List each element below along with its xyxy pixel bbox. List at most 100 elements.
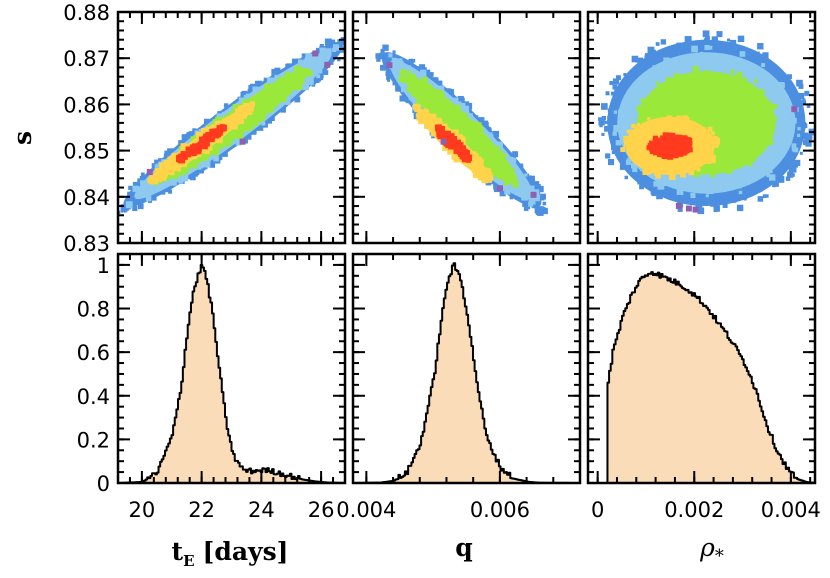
density-edge-marker xyxy=(162,163,168,169)
density-edge-marker xyxy=(147,177,153,184)
density-edge-marker xyxy=(254,80,262,88)
density-edge-marker xyxy=(302,83,310,91)
density-edge-marker xyxy=(411,73,416,79)
density-edge-marker xyxy=(791,151,796,156)
density-edge-marker xyxy=(682,183,687,188)
density-edge-marker xyxy=(730,69,735,74)
density-edge-marker xyxy=(610,91,615,96)
density-edge-marker xyxy=(486,176,493,183)
density-edge-marker xyxy=(692,65,699,73)
density-edge-marker xyxy=(675,117,680,122)
density-edge-marker xyxy=(672,134,676,138)
density-edge-marker xyxy=(274,74,280,81)
density-edge-marker xyxy=(777,175,785,183)
density-edge-marker xyxy=(659,192,664,197)
density-edge-marker xyxy=(425,109,430,113)
density-edge-marker xyxy=(448,88,454,95)
density-edge-marker xyxy=(737,35,745,43)
density-edge-marker xyxy=(247,88,253,95)
density-edge-marker xyxy=(616,75,621,81)
density-edge-marker xyxy=(177,175,184,183)
density-edge-marker xyxy=(645,170,651,175)
density-edge-marker xyxy=(451,97,459,105)
y-tick-label: 0.2 xyxy=(77,428,110,452)
density-edge-marker xyxy=(762,161,769,168)
density-edge-marker xyxy=(477,174,484,181)
density-edge-marker xyxy=(601,115,607,121)
density-edge-marker xyxy=(723,76,728,81)
density-edge-marker xyxy=(637,57,644,64)
x-tick-label: 0.006 xyxy=(470,498,530,522)
density-edge-marker xyxy=(641,162,647,169)
density-edge-marker xyxy=(771,87,776,92)
density-edge-marker xyxy=(228,139,232,143)
density-edge-marker xyxy=(757,43,764,50)
density-edge-marker xyxy=(520,189,526,195)
density-edge-marker xyxy=(773,181,779,187)
density-edge-marker xyxy=(266,77,273,84)
density-edge-marker xyxy=(673,73,681,81)
density-edge-marker xyxy=(203,147,210,154)
density-edge-marker xyxy=(184,169,189,174)
density-edge-marker xyxy=(158,158,163,163)
density-outlier-marker xyxy=(386,62,393,69)
density-edge-marker xyxy=(464,150,470,156)
density-edge-marker xyxy=(661,48,669,56)
density-edge-marker xyxy=(637,179,642,185)
density-edge-marker xyxy=(631,154,635,158)
density-edge-marker xyxy=(392,81,397,86)
density-edge-marker xyxy=(484,126,491,133)
x-axis-label-q: q xyxy=(455,533,472,562)
density-edge-marker xyxy=(601,132,605,137)
density-edge-marker xyxy=(337,57,341,62)
x-axis-label-rho-main: ρ xyxy=(699,533,715,562)
density-edge-marker xyxy=(178,169,185,176)
density-edge-marker xyxy=(618,109,624,116)
density-edge-marker xyxy=(185,146,193,154)
density-edge-marker xyxy=(727,38,731,42)
density-edge-marker xyxy=(657,182,665,190)
density-edge-marker xyxy=(659,152,665,158)
density-edge-marker xyxy=(748,56,755,63)
density-edge-marker xyxy=(754,51,760,58)
density-edge-marker xyxy=(790,166,797,173)
density-edge-marker xyxy=(609,81,614,85)
density-edge-marker xyxy=(528,175,535,182)
density-edge-marker xyxy=(438,91,445,98)
density-edge-marker xyxy=(734,197,739,202)
density-edge-marker xyxy=(399,69,406,76)
density-edge-marker xyxy=(408,65,412,69)
density-edge-marker xyxy=(488,132,493,136)
density-edge-marker xyxy=(152,173,157,178)
density-edge-marker xyxy=(468,113,473,118)
density-edge-marker xyxy=(604,120,609,124)
density-edge-marker xyxy=(155,175,163,182)
density-edge-marker xyxy=(405,77,412,84)
density-edge-marker xyxy=(685,138,693,146)
density-edge-marker xyxy=(132,181,139,188)
density-edge-marker xyxy=(502,146,507,151)
density-edge-marker xyxy=(463,101,470,107)
density-edge-marker xyxy=(753,79,758,83)
density-edge-marker xyxy=(650,142,656,148)
density-edge-marker xyxy=(703,131,707,135)
density-edge-marker xyxy=(660,54,666,59)
density-edge-marker xyxy=(529,179,535,185)
density-edge-marker xyxy=(628,129,634,135)
density-edge-marker xyxy=(167,148,174,155)
density-edge-marker xyxy=(430,113,437,120)
density-edge-marker xyxy=(676,42,682,48)
density-edge-marker xyxy=(495,172,503,179)
density-edge-marker xyxy=(445,88,451,94)
density-edge-marker xyxy=(442,146,447,151)
density-edge-marker xyxy=(193,155,198,160)
panel-frame-hist_q xyxy=(351,252,582,485)
x-tick-label: 0.002 xyxy=(664,498,724,522)
x-tick-label: 0.004 xyxy=(336,498,396,522)
density-edge-marker xyxy=(221,150,228,157)
density-edge-marker xyxy=(664,192,670,198)
density-edge-marker xyxy=(748,51,753,56)
density-edge-marker xyxy=(790,126,795,132)
density-edge-marker xyxy=(297,59,303,64)
density-edge-marker xyxy=(537,185,544,193)
